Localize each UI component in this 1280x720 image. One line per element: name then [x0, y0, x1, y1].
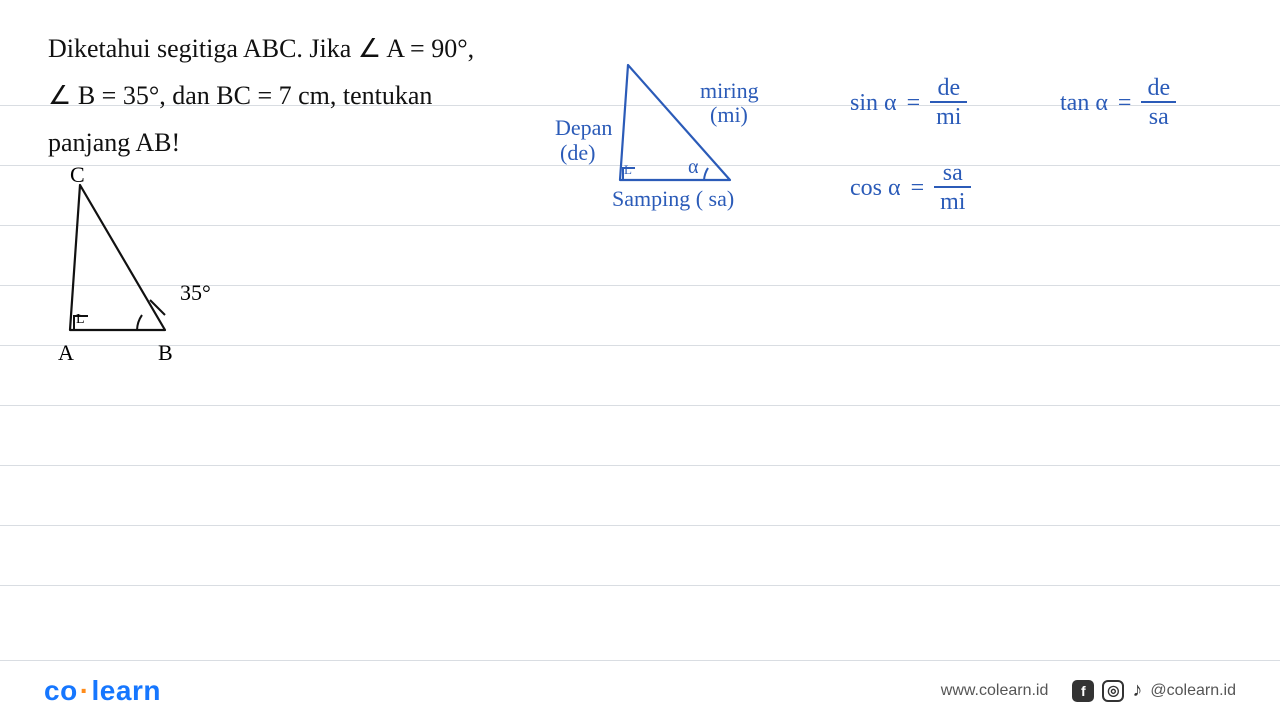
tan-den: sa	[1141, 103, 1176, 132]
tan-lhs: tan α	[1060, 90, 1108, 117]
vertex-label-b: B	[158, 340, 173, 366]
facebook-icon: f	[1072, 680, 1094, 702]
cos-num: sa	[934, 160, 971, 188]
label-alpha: α	[688, 156, 698, 179]
tan-fraction: de sa	[1141, 75, 1176, 132]
social-icons: f ◎ ♪ @colearn.id	[1072, 679, 1236, 702]
eq-sign: =	[911, 175, 925, 202]
tiktok-icon: ♪	[1132, 679, 1142, 702]
formula-sin: sin α = de mi	[850, 75, 967, 132]
label-samping: Samping ( sa)	[612, 186, 734, 212]
brand-part-a: co	[44, 675, 78, 706]
angle-b-value: 35°	[180, 280, 211, 306]
eq-sign: =	[1118, 90, 1132, 117]
ruled-line	[0, 465, 1280, 466]
label-miring: miring	[700, 78, 759, 104]
label-mi: (mi)	[710, 102, 748, 128]
formula-tan: tan α = de sa	[1060, 75, 1176, 132]
angle-arc-b	[137, 315, 142, 330]
right-angle-l: L	[76, 312, 85, 328]
label-depan: Depan	[555, 115, 612, 141]
ruled-line	[0, 525, 1280, 526]
brand-part-b: learn	[92, 675, 161, 706]
footer-bar: co·learn www.colearn.id f ◎ ♪ @colearn.i…	[0, 660, 1280, 720]
cos-den: mi	[934, 188, 971, 217]
sin-fraction: de mi	[930, 75, 967, 132]
cos-lhs: cos α	[850, 175, 901, 202]
ruled-line	[0, 405, 1280, 406]
social-handle: @colearn.id	[1150, 682, 1236, 700]
ruled-line	[0, 585, 1280, 586]
brand-dot: ·	[78, 675, 92, 706]
label-de: (de)	[560, 140, 595, 166]
cos-fraction: sa mi	[934, 160, 971, 217]
sin-den: mi	[930, 103, 967, 132]
instagram-icon: ◎	[1102, 680, 1124, 702]
right-angle-l-ref: L	[624, 162, 632, 178]
triangle-reference	[0, 0, 800, 260]
brand-logo: co·learn	[44, 675, 161, 707]
sin-lhs: sin α	[850, 90, 897, 117]
formula-cos: cos α = sa mi	[850, 160, 971, 217]
footer-url: www.colearn.id	[941, 682, 1049, 700]
sin-num: de	[930, 75, 967, 103]
footer-right: www.colearn.id f ◎ ♪ @colearn.id	[941, 679, 1236, 702]
vertex-label-a: A	[58, 340, 74, 366]
tan-num: de	[1141, 75, 1176, 103]
page-root: { "problem": { "line1_a": "Diketahui seg…	[0, 0, 1280, 720]
eq-sign: =	[907, 90, 921, 117]
angle-arc-alpha	[704, 168, 708, 180]
